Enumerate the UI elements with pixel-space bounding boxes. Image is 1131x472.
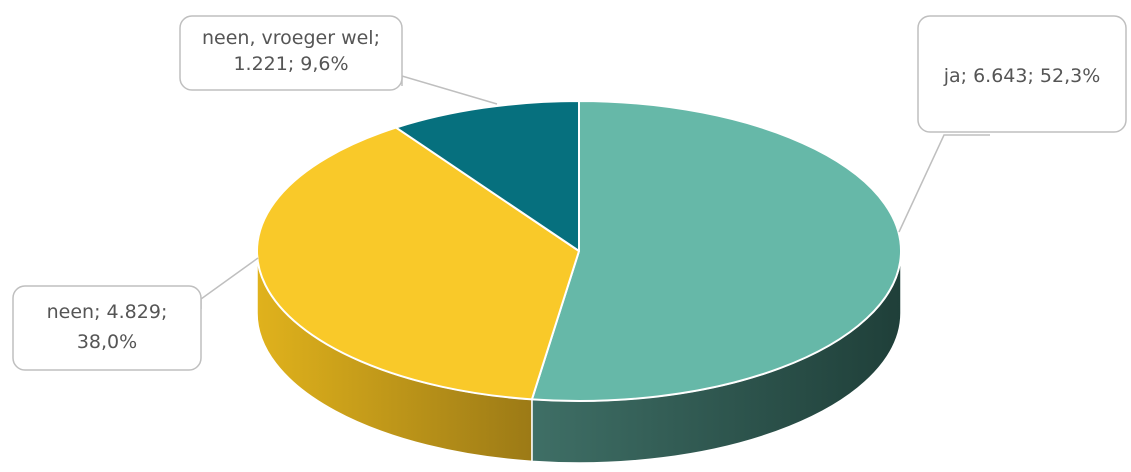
pie-slices <box>256 100 903 402</box>
data-label: ja; 6.643; 52,3% <box>943 65 1101 87</box>
callout-box <box>12 285 202 371</box>
pie-slice-neen-vroeger-wel <box>395 100 580 252</box>
callout-box <box>179 15 403 91</box>
callout-leader <box>200 257 259 309</box>
data-labels: ja; 6.643; 52,3% neen; 4.829; 38,0% neen, v… <box>12 15 1127 371</box>
callout-leader <box>401 74 498 105</box>
data-label: 1.221; 9,6% <box>233 53 348 75</box>
data-label: neen, vroeger wel; <box>202 27 380 49</box>
pie-slice-ja <box>530 100 903 402</box>
callout-leader <box>898 134 990 233</box>
data-label: 38,0% <box>77 331 137 353</box>
data-label: neen; 4.829; <box>47 301 168 323</box>
callout-box <box>917 15 1127 133</box>
pie-slice-neen <box>256 126 580 401</box>
